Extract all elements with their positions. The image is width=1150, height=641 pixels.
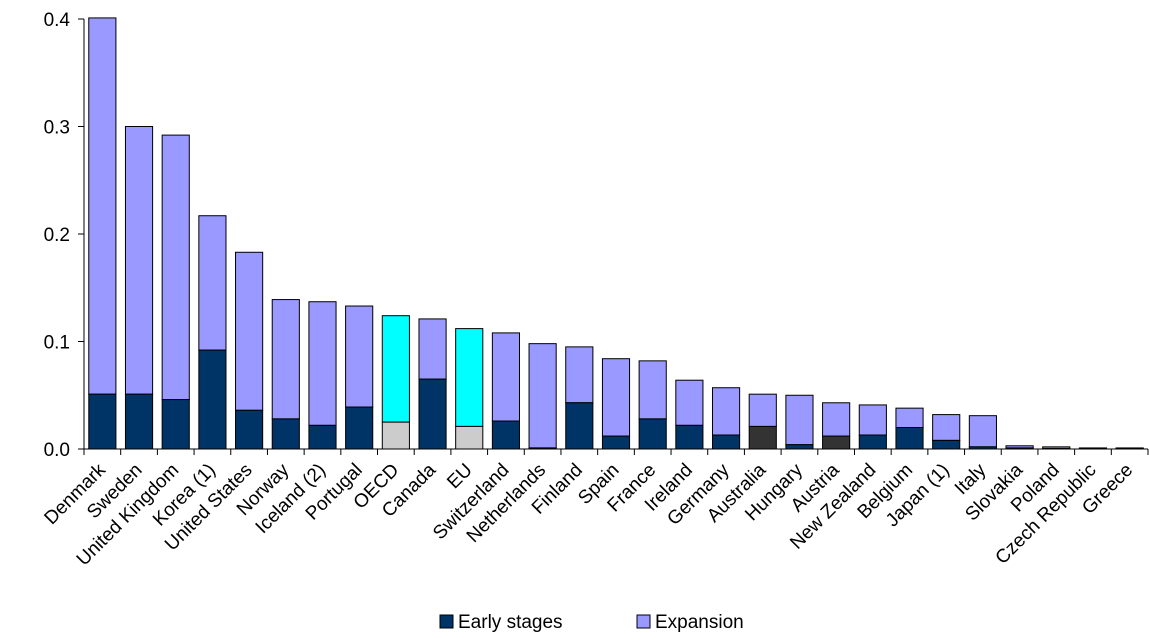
bar-early-stages (711, 434, 741, 450)
bar-expansion (491, 332, 521, 422)
bar-early-stages (1005, 447, 1034, 450)
bar-expansion (345, 305, 374, 408)
bar-expansion (968, 415, 997, 448)
bar-early-stages (418, 378, 447, 450)
bar-early-stages (638, 418, 667, 450)
bar-expansion (748, 393, 777, 427)
bar-early-stages (491, 420, 521, 450)
y-tick-label: 0.2 (44, 225, 70, 246)
bar-early-stages (528, 447, 557, 450)
legend-swatch (439, 614, 454, 629)
bar-early-stages (565, 402, 594, 450)
bar-expansion (675, 379, 704, 426)
bar-expansion (418, 318, 447, 380)
bar-early-stages (895, 427, 924, 450)
bar-expansion (565, 346, 594, 404)
bar-early-stages (455, 425, 484, 450)
bar-early-stages (968, 446, 997, 450)
bar-early-stages (345, 406, 374, 450)
bar-expansion (858, 404, 887, 436)
bar-expansion (638, 360, 667, 420)
bar-early-stages (308, 424, 337, 450)
bar-expansion (161, 134, 190, 401)
bar-expansion (822, 402, 851, 437)
bar-expansion (308, 301, 337, 426)
bar-expansion (271, 299, 300, 420)
bar-early-stages (675, 424, 704, 450)
bar-early-stages (381, 421, 410, 450)
bar-expansion (785, 394, 814, 446)
y-tick-label: 0.3 (44, 118, 70, 139)
bar-expansion (601, 358, 631, 437)
bar-early-stages (161, 399, 190, 450)
bar-expansion (88, 17, 117, 395)
bar-early-stages (601, 435, 631, 450)
bar-expansion (124, 126, 154, 395)
y-tick-label: 0.4 (44, 10, 71, 31)
bar-early-stages (748, 425, 777, 450)
legend-swatch (636, 614, 651, 629)
bar-early-stages (932, 439, 961, 450)
bar-expansion (455, 328, 484, 427)
bar-early-stages (88, 393, 117, 450)
bar-early-stages (198, 349, 227, 450)
bar-expansion (895, 407, 924, 428)
bar-expansion (198, 215, 227, 351)
bar-expansion (235, 251, 264, 411)
bar-expansion (932, 414, 961, 441)
bar-early-stages (1115, 447, 1144, 450)
bar-early-stages (235, 409, 264, 450)
y-tick-label: 0.1 (44, 333, 70, 354)
bar-expansion (381, 315, 410, 423)
y-tick-label: 0.0 (44, 440, 70, 461)
bar-early-stages (1078, 447, 1108, 450)
legend-label: Expansion (655, 612, 744, 633)
bar-early-stages (271, 418, 300, 450)
bar-early-stages (858, 434, 887, 450)
bar-expansion (528, 343, 557, 449)
bar-early-stages (1042, 447, 1071, 450)
bar-early-stages (785, 444, 814, 450)
legend-label: Early stages (458, 612, 563, 633)
bar-early-stages (124, 393, 154, 450)
bar-expansion (711, 387, 741, 436)
bar-early-stages (822, 435, 851, 450)
